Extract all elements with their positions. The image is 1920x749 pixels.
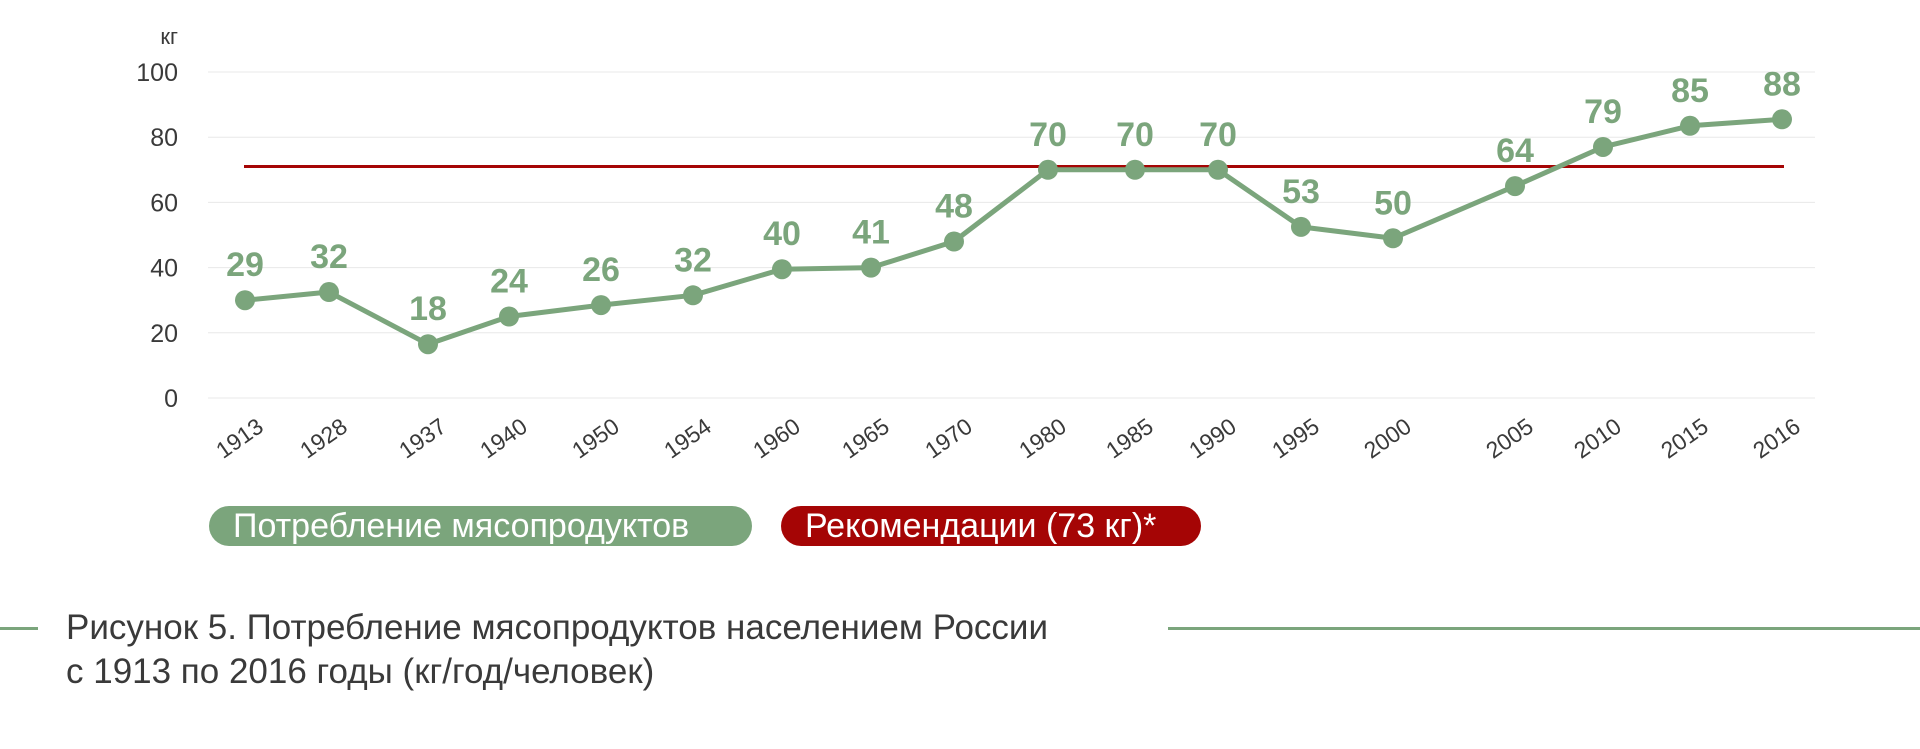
y-unit-label: кг [160,24,178,49]
legend-consumption: Потребление мясопродуктов [209,506,752,546]
x-tick-label: 2016 [1748,413,1805,464]
data-point [1125,159,1145,180]
x-tick-label: 1950 [567,413,624,464]
data-point [1038,159,1058,180]
data-label: 48 [935,188,973,226]
y-tick-label: 20 [150,320,178,348]
data-point [683,285,703,306]
data-point [499,306,519,327]
x-tick-label: 1965 [837,413,894,464]
x-tick-label: 1913 [211,413,268,464]
data-label: 53 [1282,173,1320,211]
data-label: 88 [1763,65,1801,103]
data-label: 70 [1199,116,1237,154]
data-label: 41 [852,214,890,252]
data-label: 64 [1496,132,1534,170]
y-tick-label: 60 [150,189,178,217]
data-label: 29 [226,246,264,284]
consumption-series: 29 32 18 24 26 32 40 41 48 70 70 70 53 50 64 79 85 88 [226,65,1801,355]
y-axis: 0 20 40 60 80 100 [136,59,178,413]
x-tick-label: 1970 [920,413,977,464]
data-point [1505,176,1525,197]
series-line [244,116,1783,347]
y-tick-label: 0 [164,385,178,413]
data-label: 24 [490,263,528,301]
x-tick-label: 1960 [748,413,805,464]
data-point [861,257,881,278]
x-tick-label: 1928 [295,413,352,464]
y-tick-label: 80 [150,124,178,152]
data-label: 40 [763,215,801,253]
legend-recommendation: Рекомендации (73 кг)* [781,506,1201,546]
data-point [418,334,438,355]
x-tick-label: 1937 [394,413,451,464]
data-point [944,231,964,252]
data-label: 26 [582,251,620,289]
data-point [1291,216,1311,237]
data-label: 70 [1029,116,1067,154]
x-tick-label: 1985 [1101,413,1158,464]
data-label: 18 [409,290,447,328]
data-label: 32 [310,238,348,276]
data-point [1680,115,1700,136]
data-point [591,295,611,316]
line-chart: кг 0 20 40 60 80 100 1913 1928 1937 1940 1950 1954… [136,24,1815,464]
x-tick-label: 2000 [1359,413,1416,464]
data-point [1383,228,1403,249]
data-point [1593,136,1613,157]
data-label: 70 [1116,116,1154,154]
caption-line-2: с 1913 по 2016 годы (кг/год/человек) [66,652,655,691]
y-tick-label: 100 [136,59,178,87]
data-point [235,290,255,311]
data-label: 32 [674,241,712,279]
x-tick-label: 1995 [1267,413,1324,464]
y-tick-label: 40 [150,255,178,283]
gridlines [208,71,1815,399]
data-point [1208,159,1228,180]
x-tick-label: 2015 [1656,413,1713,464]
x-axis: 1913 1928 1937 1940 1950 1954 1960 1965 1970 1980… [211,413,1805,464]
x-tick-label: 2005 [1481,413,1538,464]
data-point [319,282,339,303]
caption-rule-left [0,627,38,630]
data-label: 79 [1584,93,1622,131]
caption-line-1: Рисунок 5. Потребление мясопродуктов нас… [66,608,1049,647]
data-label: 85 [1671,72,1709,110]
figure-caption: Рисунок 5. Потребление мясопродуктов нас… [66,606,1048,694]
x-tick-label: 1990 [1184,413,1241,464]
data-point [1772,109,1792,130]
caption-rule-right [1168,627,1920,630]
x-tick-label: 1954 [659,413,716,464]
x-tick-label: 1940 [475,413,532,464]
x-tick-label: 2010 [1569,413,1626,464]
data-point [772,259,792,280]
x-tick-label: 1980 [1014,413,1071,464]
data-label: 50 [1374,184,1412,222]
